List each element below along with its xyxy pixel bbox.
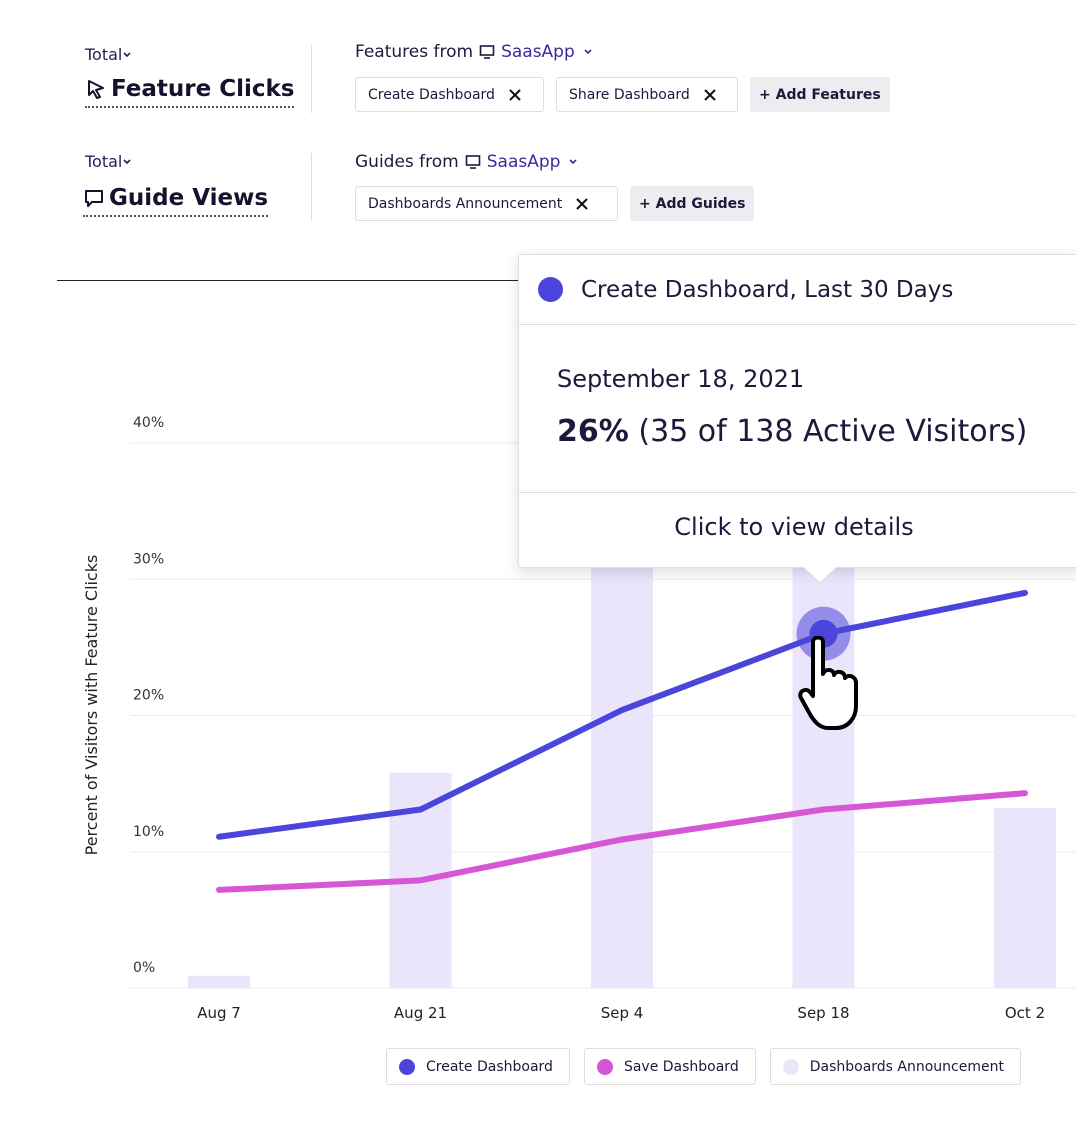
metric-selector[interactable]: Guide Views — [83, 185, 269, 217]
chevron — [584, 49, 592, 55]
chip-label: Share Dashboard — [569, 86, 690, 103]
y-tick-label: 10% — [133, 824, 164, 840]
tooltip-body: September 18, 2021 26% (35 of 138 Active… — [519, 325, 1076, 493]
y-tick-label: 20% — [133, 688, 164, 704]
feature-chip[interactable]: Share Dashboard — [556, 77, 738, 112]
chevron — [569, 159, 578, 165]
metric-selector[interactable]: Feature Clicks — [85, 76, 295, 108]
source-label: Features from — [355, 42, 474, 62]
y-tick-label: 30% — [133, 551, 164, 567]
x-tick-label: Aug 21 — [394, 1004, 447, 1022]
divider — [311, 153, 312, 221]
legend-item[interactable]: Create Dashboard — [386, 1048, 570, 1085]
app-name: SaasApp — [486, 152, 561, 172]
chevron — [123, 52, 131, 58]
bar — [994, 808, 1056, 988]
tooltip-action[interactable]: Click to view details — [674, 513, 914, 541]
source-dropdown[interactable]: Guides from SaasApp — [355, 152, 580, 172]
tooltip-pointer — [800, 564, 840, 584]
y-axis-label: Percent of Visitors with Feature Clicks — [82, 555, 101, 856]
source-label: Guides from — [355, 152, 459, 172]
aggregate-label: Total — [85, 152, 123, 171]
legend-item[interactable]: Dashboards Announcement — [769, 1048, 1021, 1085]
tooltip-percent: 26% — [557, 414, 629, 449]
y-tick-label: 40% — [133, 415, 164, 431]
tooltip-series: Create Dashboard, Last 30 Days — [581, 276, 954, 303]
tooltip-header: Create Dashboard, Last 30 Days — [519, 255, 1076, 325]
legend-swatch — [782, 1058, 799, 1075]
add-button[interactable]: + Add Features — [750, 77, 890, 112]
cursor-icon — [88, 80, 104, 99]
x-tick-label: Aug 7 — [197, 1004, 241, 1022]
series-dot — [538, 277, 563, 302]
bar — [591, 552, 653, 988]
legend-label: Dashboards Announcement — [809, 1058, 1004, 1075]
legend-swatch — [399, 1058, 415, 1075]
aggregate-dropdown[interactable]: Total — [85, 45, 132, 64]
legend-swatch — [596, 1058, 613, 1075]
guide-icon — [85, 190, 103, 207]
add-button[interactable]: + Add Guides — [630, 186, 755, 221]
line — [216, 790, 1028, 893]
chip-label: Create Dashboard — [368, 86, 495, 103]
bar — [188, 975, 250, 988]
legend-item[interactable]: Save Dashboard — [583, 1048, 756, 1085]
section-divider — [57, 280, 527, 281]
chevron — [123, 159, 131, 165]
x-tick-label: Sep 4 — [601, 1004, 644, 1022]
aggregate-dropdown[interactable]: Total — [85, 152, 132, 171]
aggregate-label: Total — [85, 45, 123, 64]
app-name: SaasApp — [501, 42, 575, 62]
x-tick-label: Sep 18 — [797, 1004, 849, 1022]
divider — [311, 45, 312, 113]
tooltip-value: 26% (35 of 138 Active Visitors) — [557, 414, 1027, 449]
tooltip-detail: (35 of 138 Active Visitors) — [638, 414, 1028, 449]
remove-icon[interactable] — [576, 197, 588, 210]
tooltip-date: September 18, 2021 — [557, 365, 805, 393]
monitor-icon — [465, 155, 481, 169]
guide-chip[interactable]: Dashboards Announcement — [355, 186, 618, 221]
remove-icon[interactable] — [704, 88, 716, 101]
metric-label: Feature Clicks — [111, 76, 295, 102]
remove-icon[interactable] — [509, 88, 521, 101]
line — [216, 589, 1028, 840]
legend: Create Dashboard Save Dashboard Dashboards… — [386, 1048, 1021, 1085]
chip-label: Dashboards Announcement — [368, 195, 563, 212]
y-tick-label: 0% — [133, 960, 155, 976]
legend-label: Save Dashboard — [623, 1058, 739, 1075]
metric-label: Guide Views — [109, 185, 269, 211]
source-dropdown[interactable]: Features from SaasApp — [355, 42, 595, 62]
hand-cursor — [798, 636, 858, 730]
tooltip[interactable]: Create Dashboard, Last 30 Days September… — [518, 254, 1076, 568]
feature-chip[interactable]: Create Dashboard — [355, 77, 544, 112]
monitor-icon — [479, 45, 495, 59]
legend-label: Create Dashboard — [426, 1058, 553, 1075]
x-tick-label: Oct 2 — [1005, 1004, 1045, 1022]
